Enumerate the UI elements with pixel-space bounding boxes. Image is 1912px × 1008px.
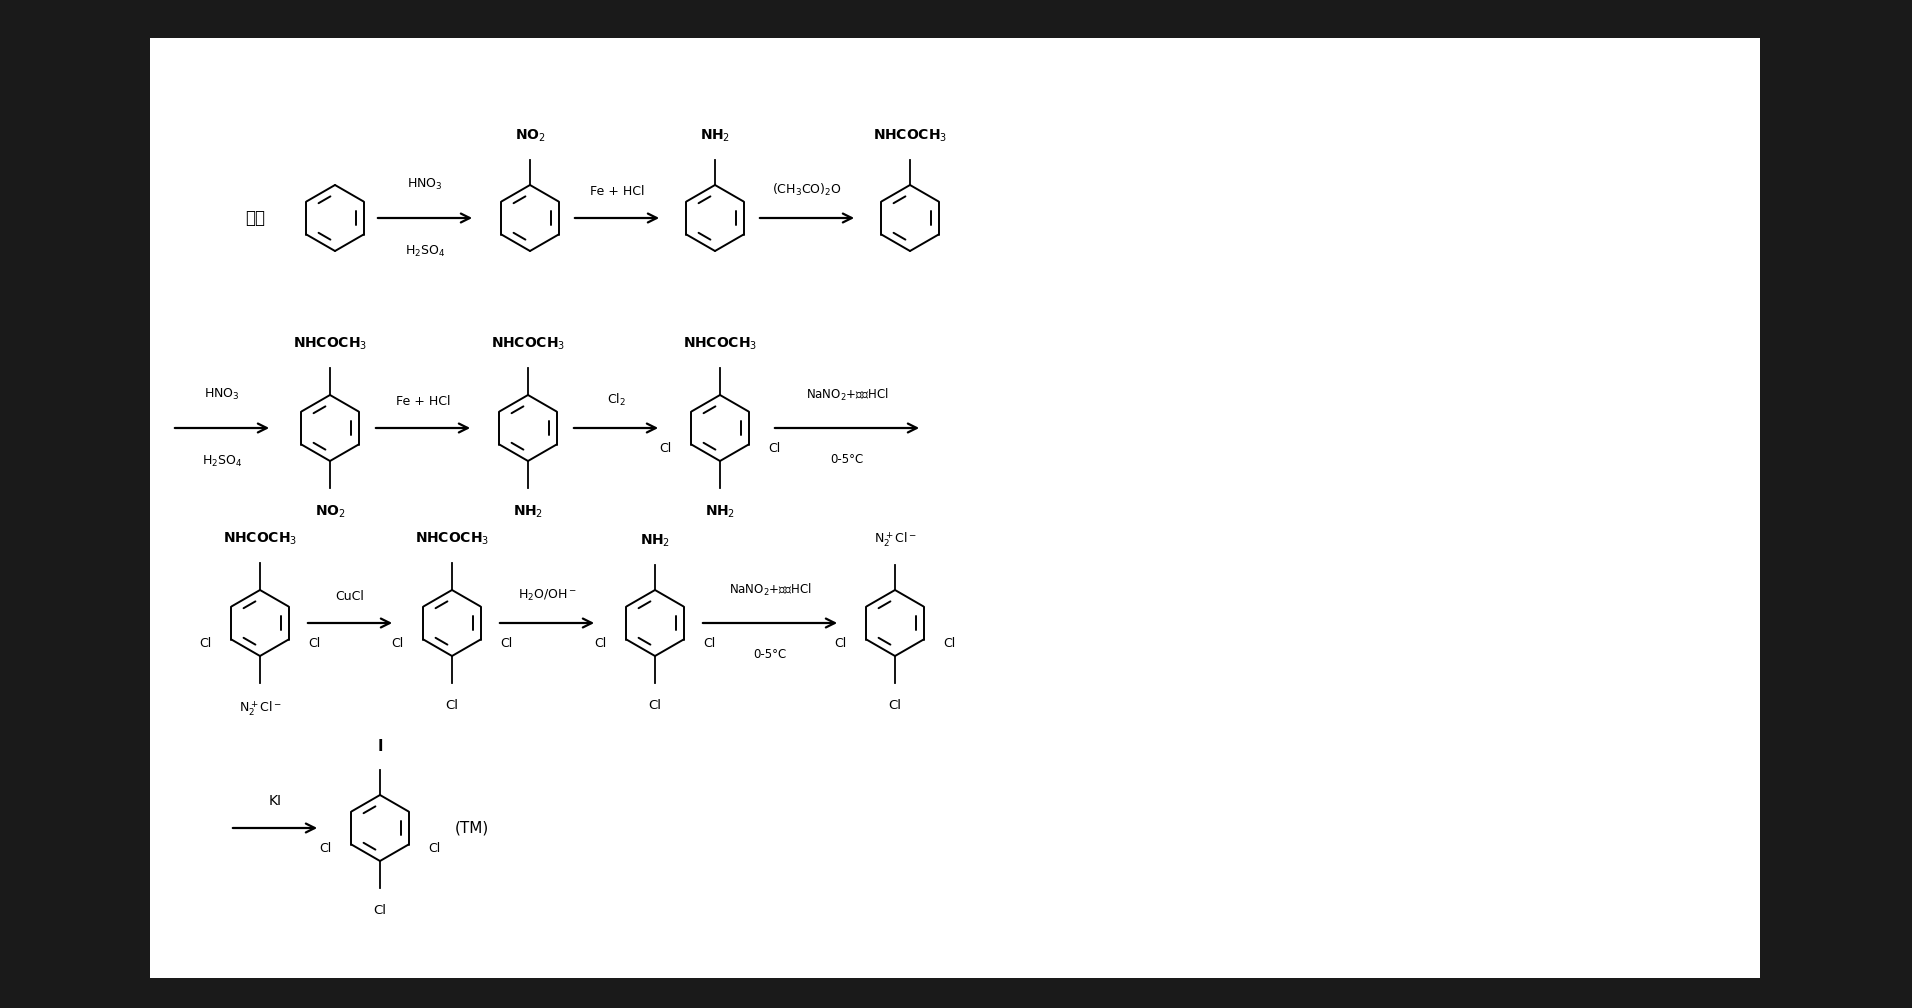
Text: 解：: 解： [245,209,266,227]
Text: Cl: Cl [445,699,459,712]
Text: Cl: Cl [834,637,847,650]
Text: NHCOCH$_3$: NHCOCH$_3$ [683,336,757,352]
Text: (CH$_3$CO)$_2$O: (CH$_3$CO)$_2$O [772,181,841,198]
Text: NHCOCH$_3$: NHCOCH$_3$ [293,336,367,352]
Text: NHCOCH$_3$: NHCOCH$_3$ [874,128,946,144]
Text: NH$_2$: NH$_2$ [641,532,669,549]
Text: Cl: Cl [943,637,956,650]
Text: CuCl: CuCl [337,590,365,603]
Text: N$_2^+$Cl$^-$: N$_2^+$Cl$^-$ [239,699,281,718]
FancyBboxPatch shape [149,38,1761,978]
Text: H$_2$SO$_4$: H$_2$SO$_4$ [203,454,243,469]
Text: Cl: Cl [501,637,512,650]
Text: NO$_2$: NO$_2$ [514,128,545,144]
Text: Fe + HCl: Fe + HCl [396,395,449,408]
Text: NHCOCH$_3$: NHCOCH$_3$ [415,530,489,547]
Text: NHCOCH$_3$: NHCOCH$_3$ [224,530,296,547]
Text: Cl: Cl [704,637,715,650]
Text: I: I [377,739,382,754]
Text: NO$_2$: NO$_2$ [315,504,346,520]
Text: Cl: Cl [769,442,780,455]
Text: NHCOCH$_3$: NHCOCH$_3$ [491,336,566,352]
Text: Cl: Cl [319,842,331,855]
Text: KI: KI [268,794,281,808]
Text: Cl: Cl [648,699,662,712]
Text: HNO$_3$: HNO$_3$ [407,176,444,192]
Text: NH$_2$: NH$_2$ [700,128,730,144]
Text: NH$_2$: NH$_2$ [706,504,734,520]
Text: Fe + HCl: Fe + HCl [589,185,644,198]
Text: (TM): (TM) [455,821,489,836]
Text: Cl: Cl [595,637,606,650]
Text: Cl: Cl [392,637,403,650]
Text: 0-5°C: 0-5°C [830,453,864,466]
Text: 0-5°C: 0-5°C [753,648,786,661]
Text: H$_2$O/OH$^-$: H$_2$O/OH$^-$ [518,588,576,603]
Text: NaNO$_2$+过量HCl: NaNO$_2$+过量HCl [728,582,811,598]
Text: NH$_2$: NH$_2$ [512,504,543,520]
Text: NaNO$_2$+过量HCl: NaNO$_2$+过量HCl [805,387,889,403]
Text: Cl: Cl [373,904,386,917]
Text: N$_2^+$Cl$^-$: N$_2^+$Cl$^-$ [874,530,916,549]
Text: Cl: Cl [889,699,901,712]
Text: Cl$_2$: Cl$_2$ [606,392,625,408]
Text: H$_2$SO$_4$: H$_2$SO$_4$ [405,244,445,259]
Text: Cl: Cl [660,442,671,455]
Text: Cl: Cl [199,637,212,650]
Text: Cl: Cl [308,637,321,650]
Text: HNO$_3$: HNO$_3$ [205,387,239,402]
Text: Cl: Cl [428,842,440,855]
